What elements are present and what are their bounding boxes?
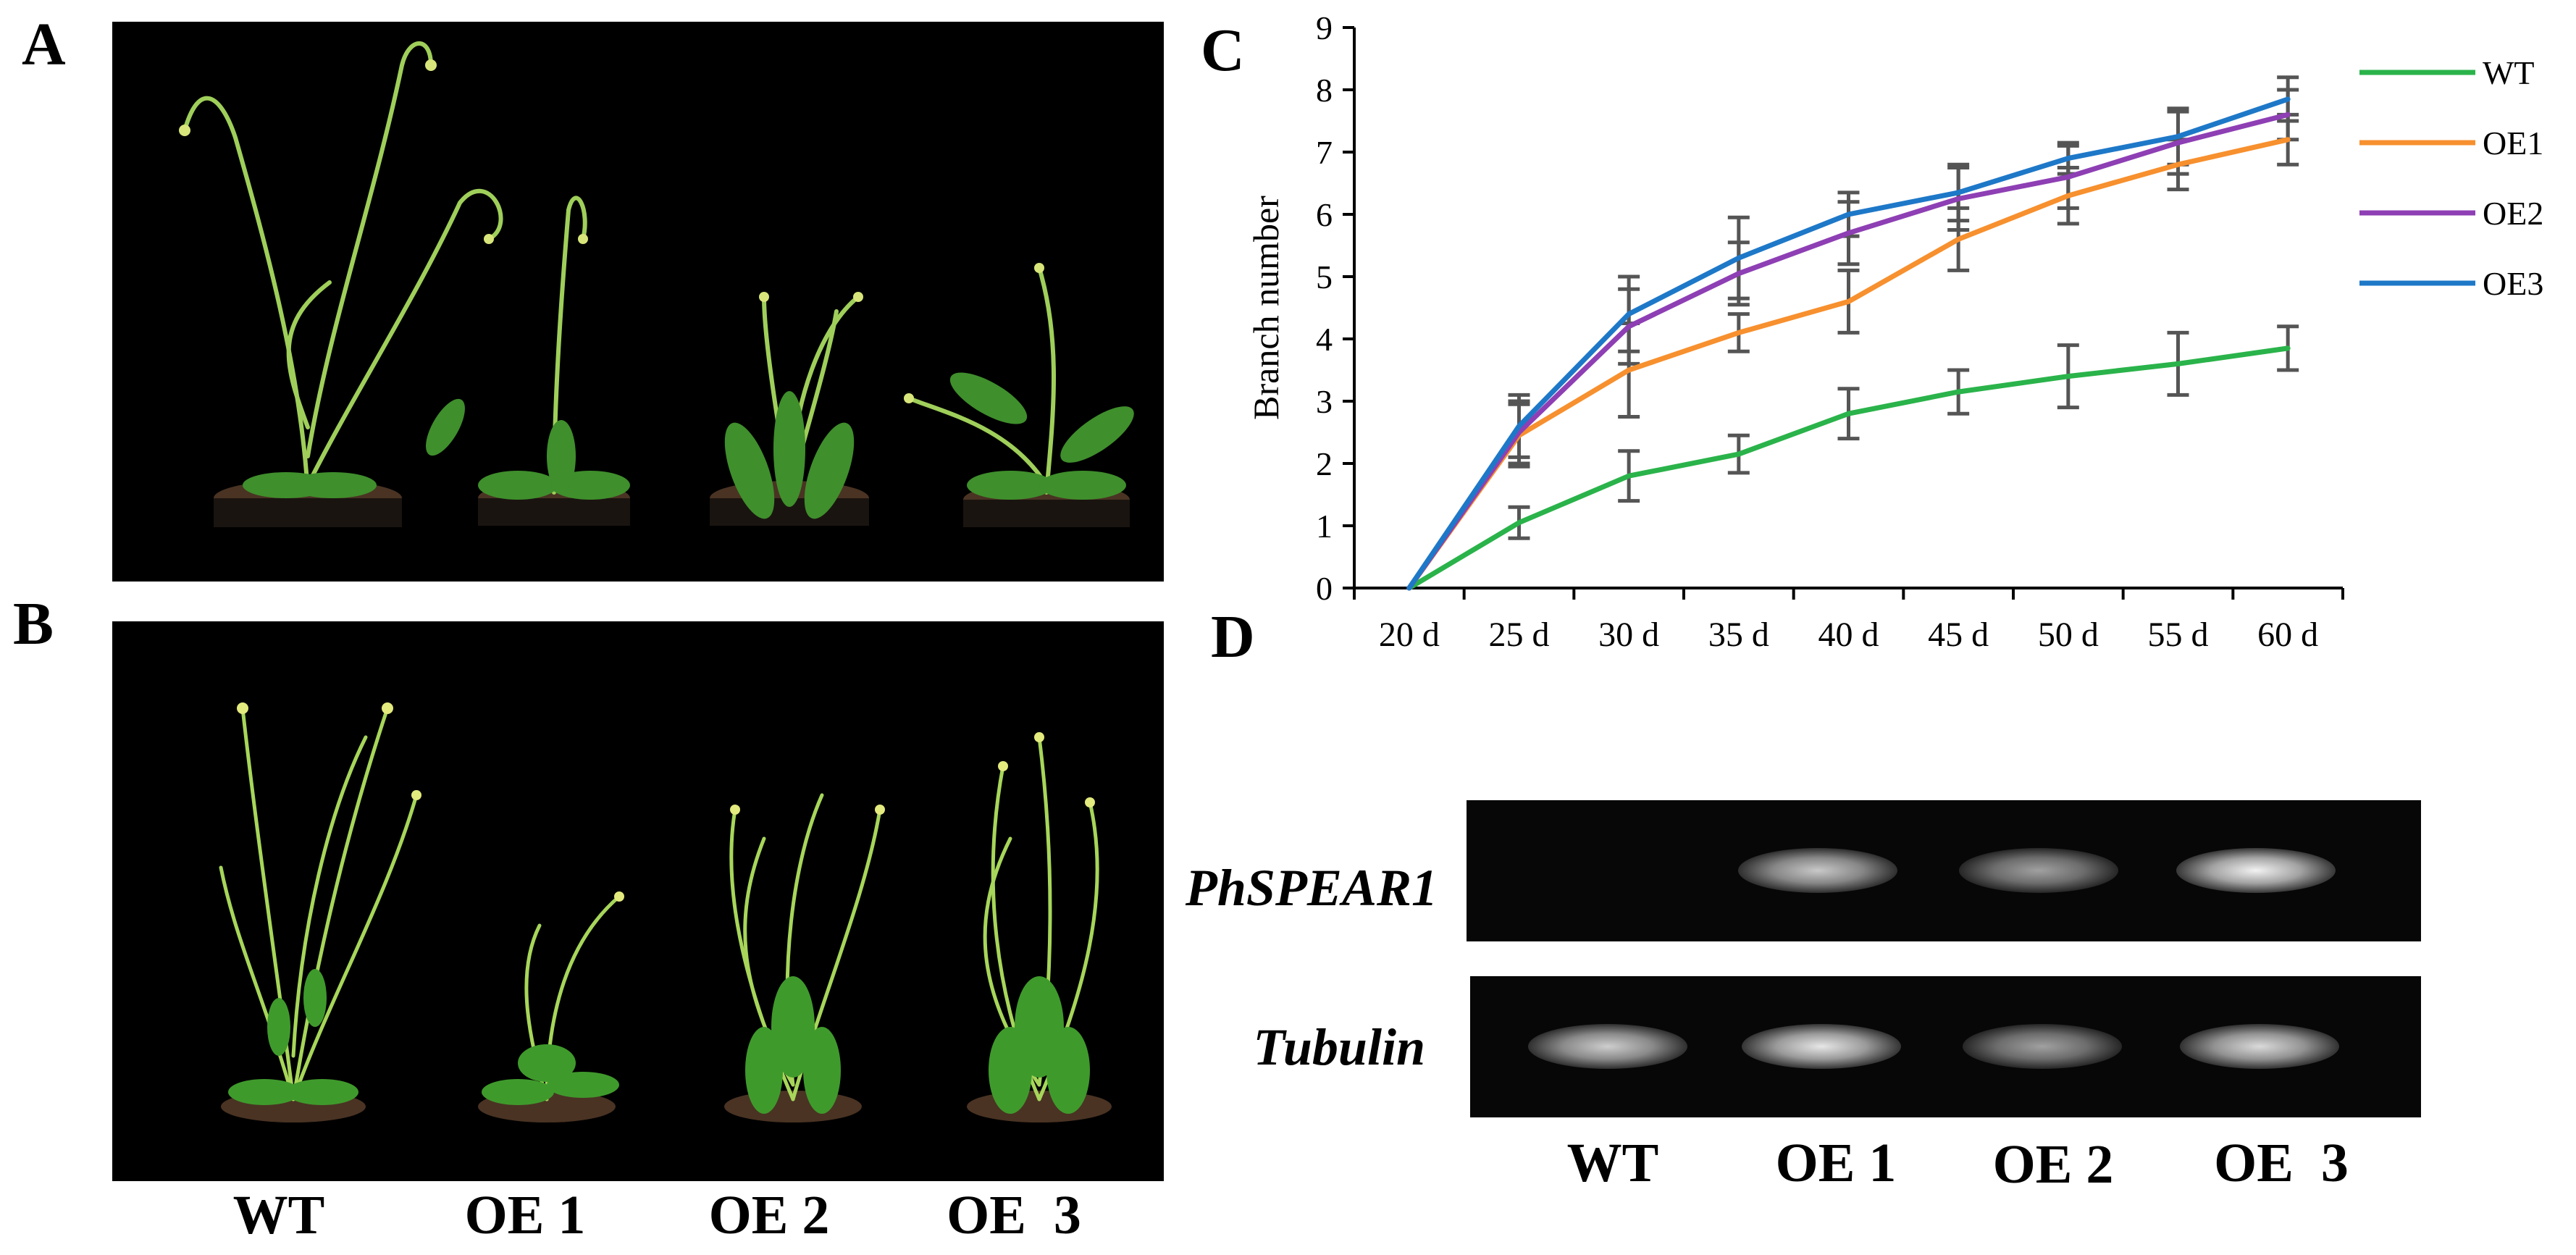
error-bars (1508, 75, 2299, 540)
y-tick-label: 2 (1316, 445, 1333, 482)
legend-label-oe2: OE2 (2483, 195, 2543, 232)
leaves-b (228, 969, 1090, 1114)
photo-label-oe2: OE 2 (708, 1185, 830, 1246)
y-tick-label: 8 (1316, 72, 1333, 109)
gel-lane-label-wt: WT (1566, 1133, 1659, 1193)
y-tick-label: 1 (1316, 508, 1333, 545)
plant-photo-a (112, 22, 1164, 582)
chart-axes: 0 1 2 3 4 5 6 7 8 9 20 d 25 d 30 d 35 d 40 d 45 d 50 d 55… (1246, 9, 2344, 654)
x-tick-label: 60 d (2257, 616, 2318, 654)
gel-band (1959, 848, 2118, 893)
gel-gene-label-tubulin: Tubulin (1253, 1018, 1425, 1076)
x-tick-label: 45 d (1928, 616, 1989, 654)
series-line-oe2 (1406, 112, 2291, 591)
y-tick-label: 7 (1316, 134, 1333, 171)
chart-legend: WT OE1 OE2 OE3 (2359, 54, 2543, 302)
gel-band (2176, 848, 2336, 893)
x-tick-label: 30 d (1598, 616, 1659, 654)
x-tick-label: 40 d (1818, 616, 1879, 654)
gel-band (1528, 1024, 1687, 1069)
y-tick-label: 6 (1316, 196, 1333, 233)
series-lines (1406, 96, 2291, 591)
gel-band (1738, 848, 1897, 893)
gel-band (2180, 1024, 2339, 1069)
plant-photo-b (112, 621, 1164, 1181)
x-tick-label: 35 d (1708, 616, 1769, 654)
legend-label-wt: WT (2483, 54, 2535, 91)
y-tick-label: 5 (1316, 259, 1333, 295)
gel-lane-label-oe2: OE 2 (1992, 1134, 2114, 1195)
gel-band (1963, 1024, 2122, 1069)
x-tick-label: 55 d (2148, 616, 2209, 654)
gel-row-tubulin (1470, 976, 2421, 1117)
x-tick-label: 50 d (2038, 616, 2099, 654)
panel-label-a: A (22, 11, 66, 78)
series-line-wt (1406, 345, 2291, 591)
leaves-a (243, 372, 1134, 519)
photo-label-wt: WT (232, 1185, 325, 1246)
panel-label-c: C (1201, 17, 1245, 84)
y-tick-label: 0 (1316, 570, 1333, 607)
gel-band (1742, 1024, 1901, 1069)
legend-label-oe3: OE3 (2483, 265, 2543, 302)
panel-label-d: D (1211, 603, 1255, 671)
photo-label-oe1: OE 1 (464, 1185, 586, 1246)
series-line-oe1 (1406, 137, 2291, 591)
photo-label-oe3: OE 3 (947, 1185, 1081, 1246)
y-tick-label: 3 (1316, 383, 1333, 420)
gel-lane-label-oe1: OE 1 (1775, 1133, 1897, 1193)
branch-number-chart: 0 1 2 3 4 5 6 7 8 9 20 d 25 d 30 d 35 d 40 d 45 d 50 d 55… (1246, 9, 2543, 654)
series-line-oe3 (1406, 96, 2291, 591)
legend-label-oe1: OE1 (2483, 125, 2543, 161)
y-axis-title: Branch number (1246, 196, 1286, 420)
gel-lane-label-oe3: OE 3 (2214, 1133, 2349, 1193)
gel-row-phspear1 (1467, 800, 2421, 941)
y-tick-label: 9 (1316, 9, 1333, 46)
x-tick-label: 25 d (1489, 616, 1550, 654)
gel-gene-label-phspear1: PhSPEAR1 (1185, 859, 1438, 917)
x-tick-label: 20 d (1379, 616, 1440, 654)
panel-label-b: B (13, 590, 54, 658)
y-tick-label: 4 (1316, 321, 1333, 358)
